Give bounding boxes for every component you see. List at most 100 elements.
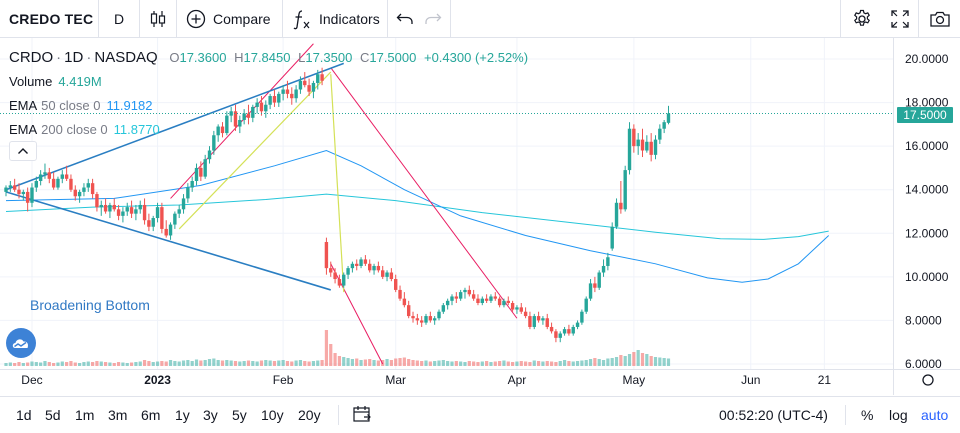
- volume-bar: [437, 360, 441, 366]
- range-button[interactable]: 20y: [298, 407, 321, 423]
- volume-bar: [524, 361, 528, 366]
- redo-icon: [425, 13, 442, 24]
- pattern-annotation[interactable]: Broadening Bottom: [30, 297, 150, 313]
- percent-scale-toggle[interactable]: %: [861, 407, 874, 423]
- volume-bar: [168, 360, 173, 366]
- clock-timezone[interactable]: 00:52:20 (UTC-4): [719, 407, 828, 423]
- candle-body: [580, 311, 584, 323]
- price-tick-label: 20.0000: [905, 52, 949, 66]
- snapshot-button[interactable]: [929, 0, 951, 38]
- volume-bar: [368, 359, 372, 366]
- candle-body: [199, 167, 203, 177]
- wedge-upper-line: [170, 43, 314, 199]
- volume-bar: [69, 361, 73, 366]
- volume-bar: [346, 358, 350, 366]
- candle-body: [636, 139, 640, 147]
- volume-bar: [584, 360, 588, 366]
- log-scale-toggle[interactable]: log: [889, 407, 908, 423]
- undo-button[interactable]: [396, 0, 414, 38]
- range-button[interactable]: 3m: [108, 407, 128, 423]
- candle-body: [30, 187, 34, 203]
- settings-button[interactable]: [852, 0, 872, 38]
- volume-bar: [441, 360, 445, 366]
- price-tick-label: 18.0000: [905, 96, 949, 110]
- candle-body: [567, 329, 571, 334]
- time-tick-label: 2023: [144, 373, 171, 387]
- tradingview-logo[interactable]: [6, 328, 36, 358]
- volume-bar: [4, 363, 8, 366]
- volume-bar: [636, 350, 640, 366]
- range-button[interactable]: 10y: [261, 407, 284, 423]
- chart-style-button[interactable]: [150, 0, 166, 38]
- cloud-chart-icon: [12, 339, 29, 348]
- projection-line: [330, 263, 384, 365]
- bottom-toolbar: 1d 5d 1m 3m 6m 1y 3y 5y 10y 20y 00:52:20…: [0, 396, 960, 433]
- volume-bar: [420, 361, 424, 366]
- chart-area[interactable]: 20.0000 18.0000 16.0000 14.0000 12.0000 10.00…: [0, 38, 960, 395]
- volume-bar: [614, 357, 619, 366]
- toolbar-divider: [282, 0, 283, 38]
- indicators-button[interactable]: Indicators: [293, 0, 380, 38]
- volume-bar: [34, 362, 38, 366]
- legend-volume-row[interactable]: Volume 4.419M: [9, 70, 532, 94]
- volume-bar: [233, 361, 238, 366]
- legend-ema50-row[interactable]: EMA 50 close 0 11.9182: [9, 94, 532, 118]
- candle-body: [368, 263, 372, 271]
- legend-exchange: NASDAQ: [94, 49, 158, 66]
- volume-bar: [52, 363, 56, 366]
- volume-bar: [575, 361, 580, 366]
- volume-bar: [142, 360, 147, 366]
- toolbar-divider: [845, 405, 846, 425]
- indicators-label: Indicators: [319, 11, 380, 27]
- volume-bar: [536, 361, 541, 366]
- volume-bar: [186, 360, 190, 366]
- candle-body: [515, 307, 519, 310]
- top-toolbar: CREDO TEC D Compare Indicators: [0, 0, 960, 38]
- candle-body: [303, 80, 307, 86]
- candle-body: [506, 300, 510, 303]
- candle-body: [281, 89, 285, 94]
- gear-icon[interactable]: [922, 374, 934, 386]
- candle-body: [4, 187, 8, 192]
- interval-button[interactable]: D: [114, 11, 125, 27]
- legend-collapse-button[interactable]: [9, 141, 37, 161]
- range-button[interactable]: 3y: [203, 407, 218, 423]
- price-chart[interactable]: 20.0000 18.0000 16.0000 14.0000 12.0000 10.00…: [0, 38, 960, 395]
- volume-bar: [398, 358, 402, 366]
- auto-scale-toggle[interactable]: auto: [921, 407, 949, 423]
- volume-bar: [580, 360, 584, 366]
- candle-body: [350, 263, 355, 269]
- range-button[interactable]: 6m: [141, 407, 161, 423]
- range-button[interactable]: 5y: [232, 407, 247, 423]
- volume-bar: [91, 362, 95, 366]
- projection-line: [330, 67, 518, 319]
- range-button[interactable]: 5d: [45, 407, 61, 423]
- volume-bar: [103, 362, 108, 366]
- volume-bar: [342, 357, 346, 366]
- redo-button[interactable]: [424, 0, 442, 38]
- legend-close-label: C: [359, 50, 370, 65]
- candle-body: [246, 113, 251, 118]
- candle-body: [64, 174, 69, 179]
- compare-button[interactable]: Compare: [186, 0, 271, 38]
- fullscreen-button[interactable]: [891, 0, 909, 38]
- candle-body: [510, 303, 515, 310]
- candle-body: [640, 139, 645, 151]
- volume-bar: [571, 361, 575, 366]
- candle-body: [151, 218, 155, 227]
- legend-ema200-row[interactable]: EMA 200 close 0 11.8770: [9, 118, 532, 142]
- volume-bar: [307, 361, 311, 366]
- symbol-search-button[interactable]: CREDO TEC: [9, 11, 94, 27]
- toolbar-divider: [918, 0, 919, 38]
- toolbar-divider: [176, 0, 177, 38]
- range-button[interactable]: 1m: [75, 407, 95, 423]
- candle-body: [467, 289, 472, 295]
- candle-body: [528, 316, 532, 327]
- range-button[interactable]: 1d: [16, 407, 32, 423]
- candle-body: [502, 300, 506, 306]
- volume-bar: [450, 361, 454, 366]
- go-to-date-button[interactable]: [352, 405, 374, 425]
- legend-low: 17.3500: [305, 50, 353, 65]
- candles-icon: [150, 11, 166, 27]
- range-button[interactable]: 1y: [175, 407, 190, 423]
